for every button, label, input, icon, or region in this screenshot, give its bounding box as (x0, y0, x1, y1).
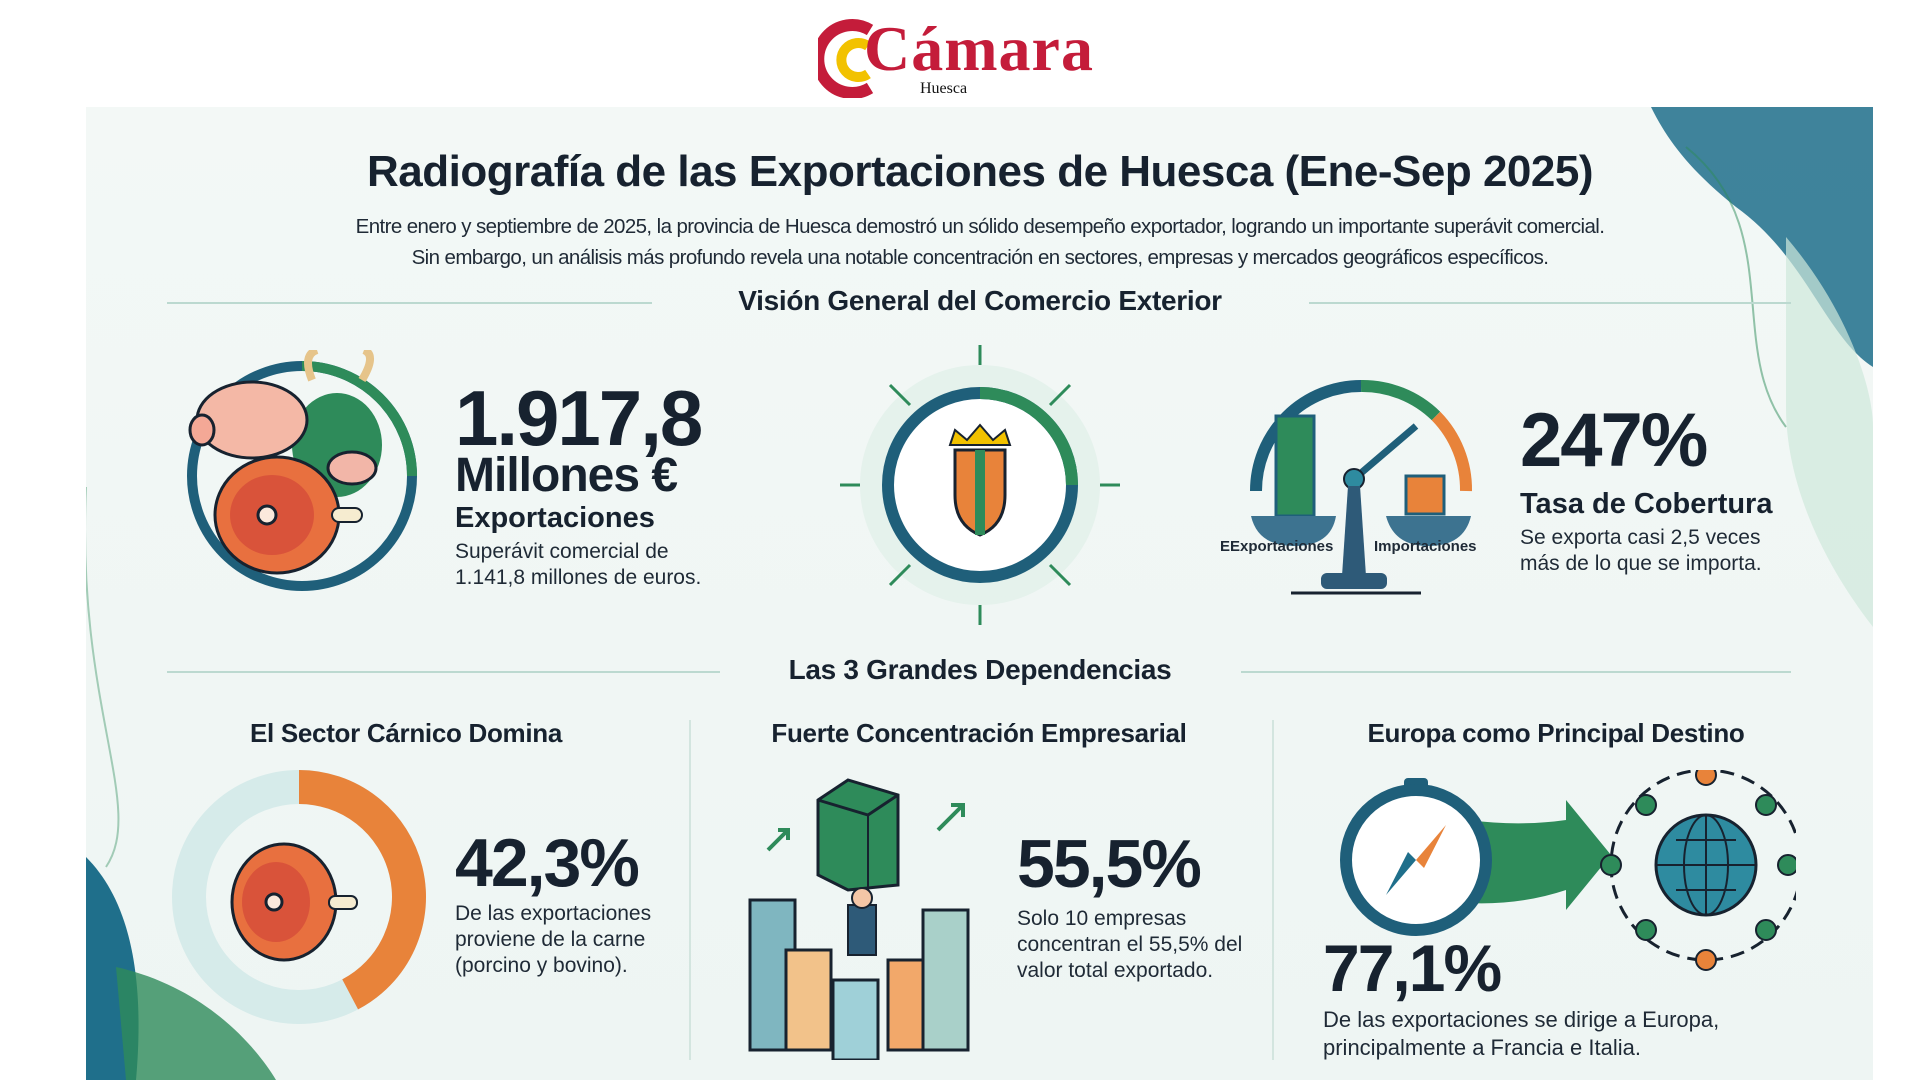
huesca-coat-of-arms-icon (840, 345, 1120, 625)
logo-word: Cámara (864, 13, 1094, 84)
column-divider (689, 720, 691, 1060)
meat-share-donut (172, 770, 426, 1024)
coverage-label: Tasa de Cobertura (1520, 488, 1773, 520)
divider (167, 302, 652, 304)
logo-c-mark-icon (818, 19, 874, 98)
meat-share-value: 42,3% (455, 825, 640, 901)
column-divider (1272, 720, 1274, 1060)
exports-desc-1: Superávit comercial de (455, 540, 669, 563)
overview-heading: Visión General del Comercio Exterior (738, 285, 1222, 316)
ham-icon (230, 842, 358, 962)
coverage-desc-2: más de lo que se importa. (1520, 552, 1762, 575)
divider (1309, 302, 1791, 304)
europe-desc-1: De las exportaciones se dirige a Europa, (1323, 1007, 1720, 1032)
companies-buildings-icon (748, 778, 970, 1060)
divider (167, 671, 720, 673)
scale-label-imports: Importaciones (1374, 538, 1477, 555)
coverage-scale-icon (1250, 379, 1473, 595)
exports-desc-2: 1.141,8 millones de euros. (455, 566, 702, 589)
page-title: Radiografía de las Exportaciones de Hues… (367, 147, 1593, 196)
intro-line-2: Sin embargo, un análisis más profundo re… (411, 246, 1549, 269)
divider (1241, 671, 1791, 673)
exports-value: 1.917,8 (455, 374, 703, 462)
background-decoration (86, 107, 1873, 1080)
business-concentration-title: Fuerte Concentración Empresarial (771, 718, 1187, 748)
camara-huesca-logo: Cámara Huesca (818, 12, 1118, 102)
scale-label-exports: EExportaciones (1220, 538, 1334, 555)
europe-share-value: 77,1% (1323, 931, 1502, 1005)
meat-sector-title: El Sector Cárnico Domina (249, 718, 563, 748)
logo-subtitle: Huesca (920, 80, 968, 97)
donut-share-arc (298, 770, 426, 1010)
intro-line-1: Entre enero y septiembre de 2025, la pro… (355, 215, 1605, 238)
business-share-value: 55,5% (1017, 826, 1202, 902)
livestock-meat-icon (187, 350, 417, 591)
business-desc-3: valor total exportado. (1017, 959, 1214, 982)
infographic-panel: Radiografía de las Exportaciones de Hues… (86, 107, 1873, 1080)
exports-unit: Millones € (455, 449, 678, 502)
business-desc-2: concentran el 55,5% del (1017, 933, 1243, 956)
meat-desc-1: De las exportaciones (455, 902, 652, 925)
exports-label: Exportaciones (455, 502, 655, 534)
coverage-desc-1: Se exporta casi 2,5 veces (1520, 526, 1761, 549)
business-desc-1: Solo 10 empresas (1017, 907, 1187, 930)
europe-destination-title: Europa como Principal Destino (1367, 718, 1745, 748)
meat-desc-2: proviene de la carne (455, 928, 646, 951)
meat-desc-3: (porcino y bovino). (455, 954, 628, 977)
compass-globe-icon (1340, 770, 1796, 971)
coverage-value: 247% (1520, 398, 1708, 483)
europe-desc-2: principalmente a Francia e Italia. (1323, 1035, 1641, 1060)
dependencies-heading: Las 3 Grandes Dependencias (788, 654, 1172, 685)
